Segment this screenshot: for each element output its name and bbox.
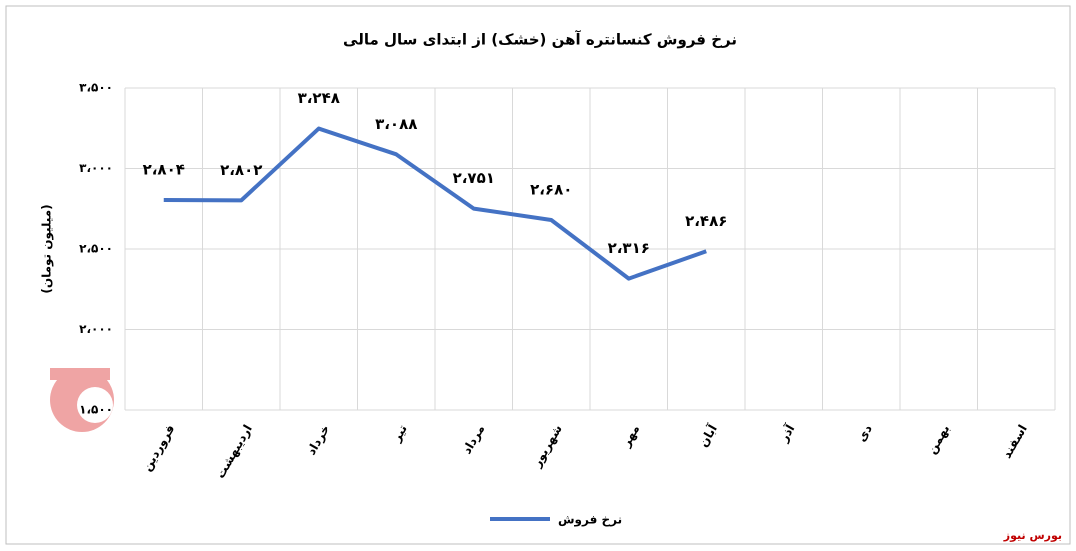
y-tick-label: ۳،۰۰۰ xyxy=(79,161,113,175)
y-tick-label: ۲،۵۰۰ xyxy=(79,242,113,256)
data-label: ۲،۴۸۶ xyxy=(685,212,727,230)
data-label: ۲،۷۵۱ xyxy=(453,169,495,187)
data-label: ۲،۳۱۶ xyxy=(608,239,650,257)
y-tick-label: ۳،۵۰۰ xyxy=(79,81,113,95)
y-tick-label: ۱،۵۰۰ xyxy=(79,403,113,417)
data-label: ۲،۸۰۴ xyxy=(143,161,185,179)
chart-title: نرخ فروش کنسانتره آهن (خشک) از ابتدای سا… xyxy=(343,31,737,49)
source: بورس نیوز xyxy=(1003,529,1062,542)
data-label: ۲،۸۰۲ xyxy=(220,161,262,179)
y-tick-label: ۲،۰۰۰ xyxy=(79,322,113,336)
y-axis-title: (میلیون تومان) xyxy=(40,204,55,293)
legend-label: نرخ فروش xyxy=(558,513,622,528)
data-label: ۳،۲۴۸ xyxy=(298,89,340,107)
series-line xyxy=(163,126,707,281)
chart-border xyxy=(5,5,1071,545)
data-label: ۲،۶۸۰ xyxy=(530,181,572,199)
watermark-logo xyxy=(50,368,114,432)
data-label: ۳،۰۸۸ xyxy=(375,115,417,133)
